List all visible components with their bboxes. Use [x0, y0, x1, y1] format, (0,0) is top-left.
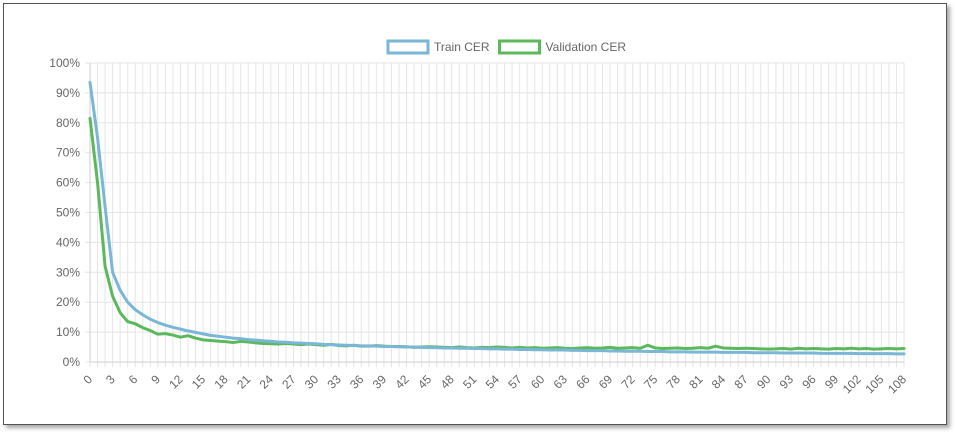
y-tick-label: 40%: [56, 235, 80, 249]
x-tick-label: 9: [148, 372, 163, 387]
x-tick-label: 60: [528, 372, 548, 392]
x-tick-label: 45: [415, 372, 435, 392]
legend-item-train-cer[interactable]: Train CER: [386, 39, 490, 55]
x-tick-label: 21: [234, 372, 254, 392]
series-lines: [88, 80, 906, 356]
x-tick-label: 99: [822, 372, 842, 392]
x-tick-label: 42: [392, 372, 412, 392]
y-tick-label: 90%: [56, 86, 80, 100]
y-tick-label: 100%: [49, 56, 80, 70]
y-tick-label: 80%: [56, 116, 80, 130]
x-tick-label: 69: [596, 372, 616, 392]
x-tick-label: 39: [370, 372, 390, 392]
axes: [89, 63, 904, 363]
x-tick-label: 102: [840, 372, 864, 396]
x-tick-label: 93: [777, 372, 797, 392]
x-tick-label: 66: [573, 372, 593, 392]
y-tick-label: 60%: [56, 176, 80, 190]
y-tick-label: 0%: [63, 355, 81, 369]
legend-label: Train CER: [434, 40, 490, 54]
x-tick-label: 63: [551, 372, 571, 392]
x-tick-label: 81: [686, 372, 706, 392]
chart-frame: [3, 3, 947, 425]
legend-item-validation-cer[interactable]: Validation CER: [498, 39, 627, 55]
legend-swatch: [386, 39, 430, 55]
x-tick-label: 72: [618, 372, 638, 392]
x-tick-label: 78: [664, 372, 684, 392]
legend-label: Validation CER: [546, 40, 627, 54]
y-axis-tick-labels: 0% 10% 20% 30% 40% 50% 60% 70% 80% 90% 100%: [49, 56, 80, 369]
grid-lines: [85, 62, 905, 367]
y-tick-label: 20%: [56, 295, 80, 309]
x-tick-label: 36: [347, 372, 367, 392]
y-tick-label: 70%: [56, 146, 80, 160]
x-axis-tick-labels: 0 3 6 9 12 15 18 21 24 27 30 33 36 39 42 45 48 51 54 57 60 63…: [80, 372, 909, 396]
x-tick-label: 12: [166, 372, 186, 392]
x-tick-label: 108: [885, 372, 909, 396]
x-tick-label: 0: [80, 372, 95, 387]
x-tick-label: 54: [483, 372, 503, 392]
y-tick-label: 30%: [56, 265, 80, 279]
legend[interactable]: Train CER Validation CER: [386, 39, 627, 55]
x-tick-label: 6: [126, 372, 141, 387]
x-tick-label: 90: [754, 372, 774, 392]
x-tick-label: 51: [460, 372, 480, 392]
y-tick-label: 50%: [56, 206, 80, 220]
x-tick-label: 15: [189, 372, 209, 392]
x-tick-label: 87: [731, 372, 751, 392]
series-line-validation-cer: [88, 116, 906, 351]
x-tick-label: 27: [279, 372, 299, 392]
x-tick-label: 33: [324, 372, 344, 392]
x-tick-label: 84: [709, 372, 729, 392]
x-tick-label: 105: [862, 372, 886, 396]
x-tick-label: 24: [257, 372, 277, 392]
x-tick-label: 48: [438, 372, 458, 392]
x-tick-label: 18: [211, 372, 231, 392]
series-line-train-cer: [88, 80, 906, 356]
x-tick-label: 30: [302, 372, 322, 392]
x-tick-label: 75: [641, 372, 661, 392]
x-tick-label: 96: [799, 372, 819, 392]
x-tick-label: 3: [103, 372, 118, 387]
x-tick-label: 57: [505, 372, 525, 392]
y-tick-label: 10%: [56, 325, 80, 339]
legend-swatch: [498, 39, 542, 55]
